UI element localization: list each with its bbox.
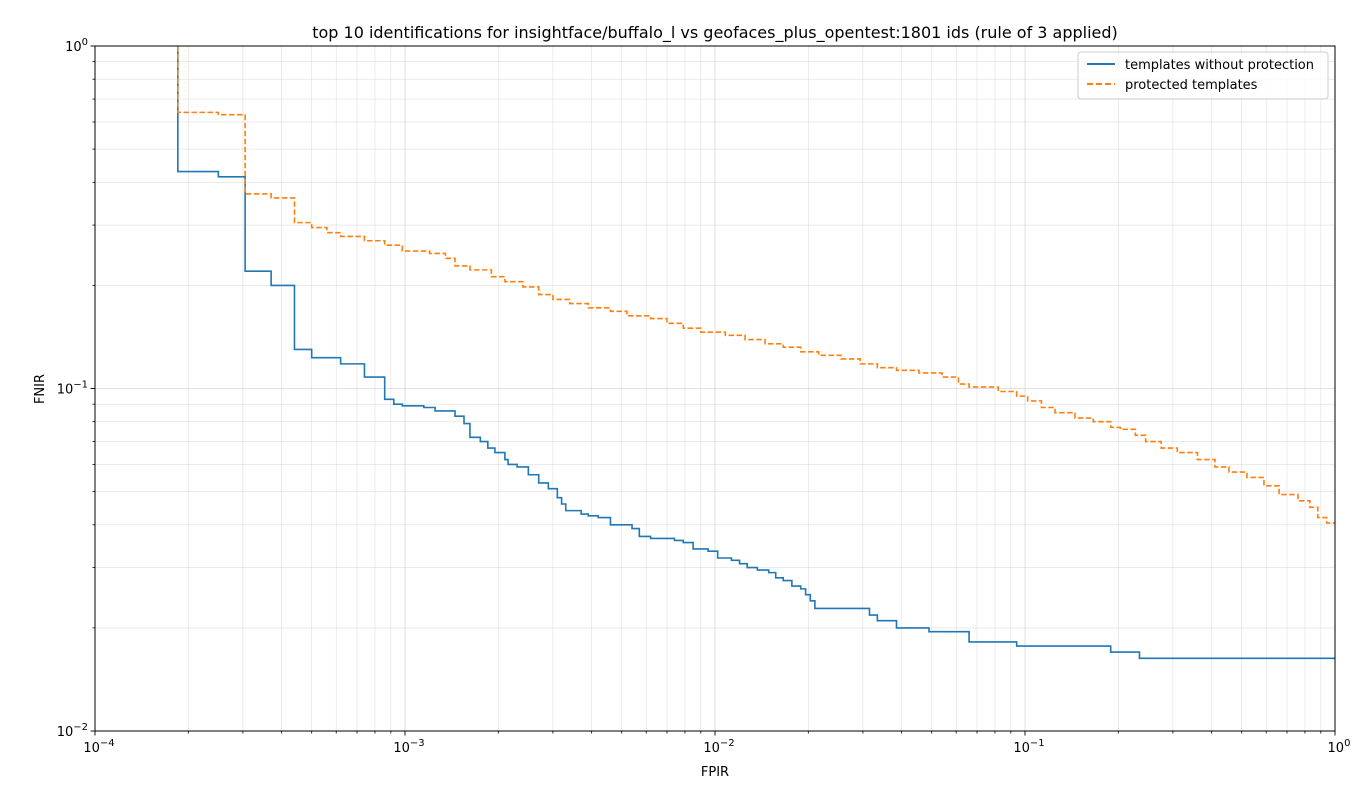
plot-area [177, 46, 1335, 660]
x-axis-label: FPIR [701, 765, 729, 780]
series-line-protected [177, 46, 1335, 524]
y-axis-label: FNIR [33, 374, 48, 404]
legend-label-protected: protected templates [1125, 78, 1258, 93]
legend-label-unprotected: templates without protection [1125, 58, 1314, 73]
chart-title: top 10 identifications for insightface/b… [312, 23, 1118, 43]
legend-box [1077, 51, 1329, 100]
grid-lines [94, 46, 1335, 732]
series-line-unprotected [177, 46, 1335, 660]
legend: templates without protection protected t… [1077, 51, 1329, 100]
